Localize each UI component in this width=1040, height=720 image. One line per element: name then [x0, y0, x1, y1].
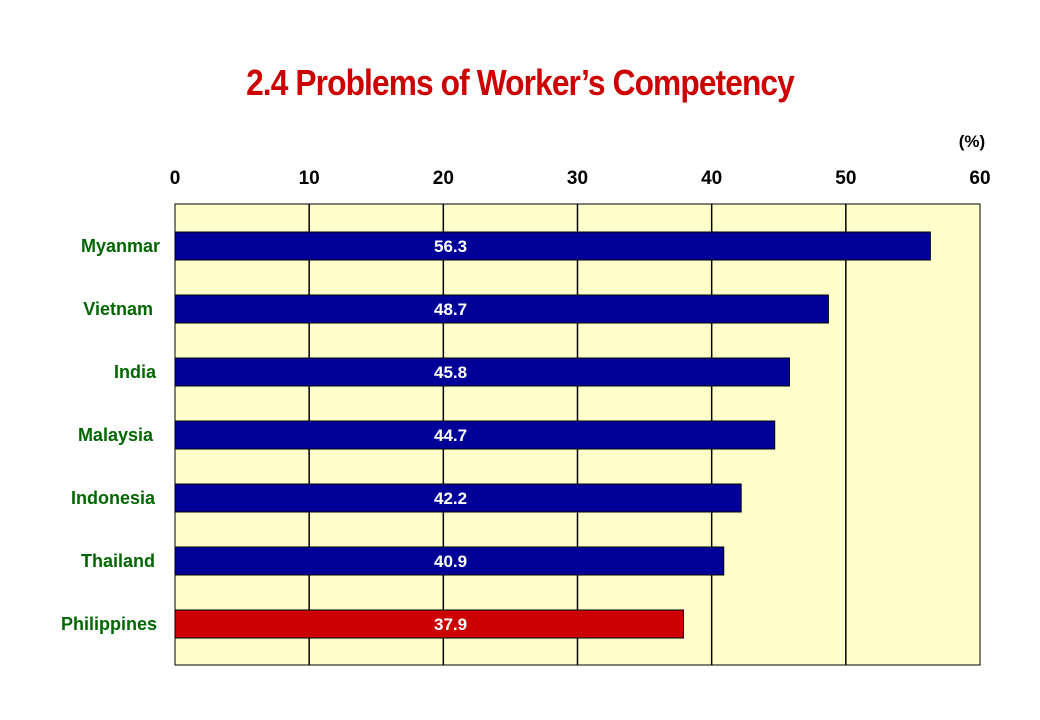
x-tick-label: 40 [701, 168, 722, 189]
x-tick-label: 60 [969, 168, 990, 189]
value-label-malaysia: 44.7 [434, 426, 467, 445]
bar-malaysia [174, 420, 776, 450]
value-label-vietnam: 48.7 [434, 300, 467, 319]
bar-india [174, 357, 790, 387]
x-tick-label: 20 [433, 168, 454, 189]
bar-vietnam [174, 294, 829, 324]
value-labels: 56.3 48.7 45.8 44.7 42.2 40.9 37.9 [434, 237, 467, 634]
bar-philippines [174, 609, 684, 639]
value-label-philippines: 37.9 [434, 615, 467, 634]
x-tick-label: 30 [567, 168, 588, 189]
category-label-malaysia: Malaysia [78, 425, 154, 445]
bar-thailand [174, 546, 725, 576]
bar-myanmar [174, 231, 931, 261]
category-label-thailand: Thailand [81, 551, 155, 571]
x-tick-label: 10 [299, 168, 320, 189]
bar-indonesia [174, 483, 742, 513]
value-label-india: 45.8 [434, 363, 467, 382]
value-label-thailand: 40.9 [434, 552, 467, 571]
category-label-philippines: Philippines [61, 614, 157, 634]
chart-title: 2.4 Problems of Worker’s Competency [246, 62, 795, 103]
x-tick-label: 0 [170, 168, 181, 189]
category-labels: Myanmar Vietnam India Malaysia Indonesia Thai… [61, 236, 160, 634]
x-tick-label: 50 [835, 168, 856, 189]
value-label-indonesia: 42.2 [434, 489, 467, 508]
category-label-india: India [114, 362, 157, 382]
category-label-myanmar: Myanmar [81, 236, 160, 256]
unit-label: (%) [959, 132, 985, 151]
bars [174, 231, 931, 639]
value-label-myanmar: 56.3 [434, 237, 467, 256]
category-label-indonesia: Indonesia [71, 488, 156, 508]
category-label-vietnam: Vietnam [83, 299, 153, 319]
x-axis-ticks: 0 10 20 30 40 50 60 [170, 168, 991, 189]
